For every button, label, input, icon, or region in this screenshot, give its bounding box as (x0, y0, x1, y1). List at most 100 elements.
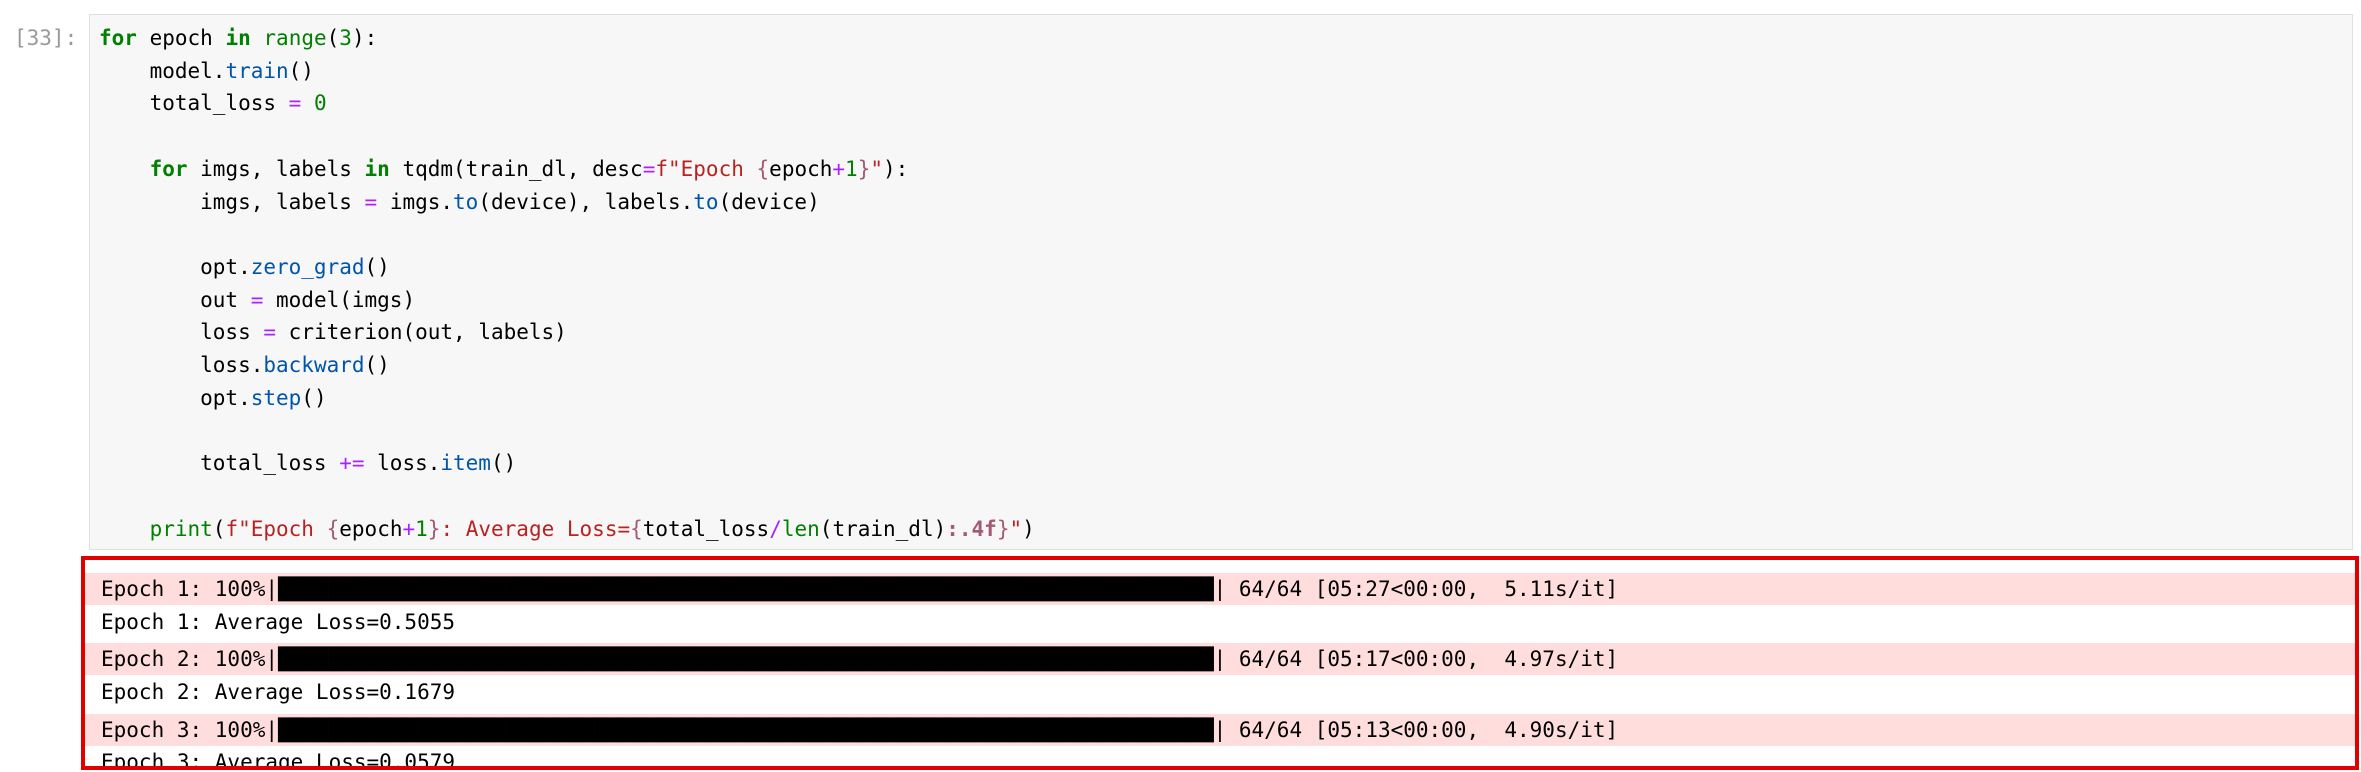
output-row: Epoch 3: Average Loss=0.0579 (85, 746, 2355, 770)
code-token: { (326, 516, 340, 541)
code-token: range (263, 26, 327, 50)
code-token: 0 (313, 91, 327, 116)
code-token: tqdm(train_dl, desc (389, 156, 643, 181)
code-token: ( (326, 26, 340, 50)
code-token (251, 26, 264, 50)
code-token: (device), labels. (478, 189, 694, 214)
code-token: f"Epoch (225, 516, 327, 541)
code-token: } (857, 156, 871, 181)
code-token: } (996, 516, 1010, 541)
output-row: Epoch 1: Average Loss=0.5055 (85, 606, 2355, 638)
code-token: for (149, 156, 188, 181)
code-line: total_loss += loss.item() (99, 447, 516, 480)
code-token: ) (1022, 516, 1035, 541)
code-token: item (440, 451, 491, 476)
output-text: Epoch 3: 100%|██████████████████████████… (101, 718, 1619, 742)
output-text: Epoch 3: Average Loss=0.0579 (101, 750, 456, 770)
code-token: for (99, 26, 137, 50)
output-text: Epoch 2: Average Loss=0.1679 (101, 680, 456, 704)
code-line: loss.backward() (99, 349, 390, 382)
cell-prompt: [33]: (14, 26, 78, 50)
code-token: imgs, labels (187, 156, 365, 181)
code-token (99, 157, 150, 181)
code-token: backward (263, 353, 365, 377)
code-token (99, 517, 150, 541)
output-row: Epoch 1: 100%|██████████████████████████… (85, 573, 2355, 605)
output-text: Epoch 2: 100%|██████████████████████████… (101, 647, 1619, 671)
code-token: total_loss (99, 91, 289, 116)
code-line: out = model(imgs) (99, 284, 415, 317)
code-line: for imgs, labels in tqdm(train_dl, desc=… (99, 153, 909, 186)
code-token: / (769, 516, 782, 541)
code-token: += (339, 451, 365, 476)
code-token: { (630, 516, 643, 541)
code-token: print (149, 516, 213, 541)
code-line: imgs, labels = imgs.to(device), labels.t… (99, 186, 820, 219)
code-token: train (225, 58, 289, 83)
code-token: epoch (769, 156, 833, 181)
code-token: () (288, 58, 314, 83)
code-token: imgs, labels (99, 189, 365, 214)
code-cell[interactable] (89, 14, 2353, 550)
code-token: criterion(out, labels) (276, 320, 567, 345)
code-line: opt.step() (99, 382, 327, 415)
code-token: = (364, 189, 378, 214)
output-area: Epoch 1: 100%|██████████████████████████… (81, 556, 2359, 770)
code-token: model. (99, 58, 226, 83)
code-token: step (250, 385, 302, 410)
code-token: " (870, 156, 884, 181)
code-token: opt. (99, 254, 251, 279)
code-line: loss = criterion(out, labels) (99, 316, 567, 349)
code-token: (train_dl) (819, 516, 947, 541)
code-token: :.4f (946, 516, 997, 541)
code-token: imgs. (377, 189, 454, 214)
code-token: model(imgs) (263, 287, 416, 312)
code-token: f"Epoch (655, 156, 757, 181)
code-token: { (756, 156, 770, 181)
code-token: zero_grad (250, 254, 365, 279)
code-line: model.train() (99, 55, 314, 88)
code-token: = (250, 287, 264, 312)
code-token: in (364, 156, 390, 181)
code-token: ): (883, 156, 909, 181)
code-token: = (288, 91, 302, 116)
output-row: Epoch 2: Average Loss=0.1679 (85, 676, 2355, 708)
code-token: + (402, 516, 416, 541)
code-line: for epoch in range(3): (99, 22, 377, 55)
code-token: 3 (339, 26, 352, 50)
code-line: total_loss = 0 (99, 87, 327, 120)
code-token: + (832, 156, 846, 181)
code-token: to (453, 189, 479, 214)
code-token: 1 (415, 516, 428, 541)
code-token: ( (212, 516, 226, 541)
code-token: epoch (339, 516, 403, 541)
code-token: total_loss (642, 516, 770, 541)
code-token: loss. (99, 353, 264, 377)
code-token: epoch (136, 26, 226, 50)
code-token: len (781, 516, 820, 541)
code-token (301, 91, 314, 115)
code-token: to (693, 189, 719, 214)
code-token: 1 (845, 156, 858, 181)
code-token: loss (99, 320, 264, 345)
code-token: () (364, 254, 390, 279)
code-token: out (99, 287, 251, 312)
code-token: = (642, 156, 656, 181)
code-token: : Average Loss= (440, 516, 631, 541)
code-token: () (364, 353, 390, 377)
code-token: " (1009, 516, 1023, 541)
code-token: total_loss (99, 451, 340, 476)
output-row: Epoch 3: 100%|██████████████████████████… (85, 714, 2355, 746)
code-line: print(f"Epoch {epoch+1}: Average Loss={t… (99, 513, 1035, 546)
code-token: ): (351, 26, 378, 50)
code-token: = (263, 320, 277, 345)
output-text: Epoch 1: Average Loss=0.5055 (101, 610, 456, 634)
code-line: opt.zero_grad() (99, 251, 390, 284)
code-token: () (490, 451, 517, 476)
code-token: loss. (364, 451, 441, 476)
code-token: () (301, 385, 327, 410)
code-token: opt. (99, 385, 251, 410)
code-token: (device) (718, 189, 820, 214)
code-token: in (225, 26, 251, 50)
